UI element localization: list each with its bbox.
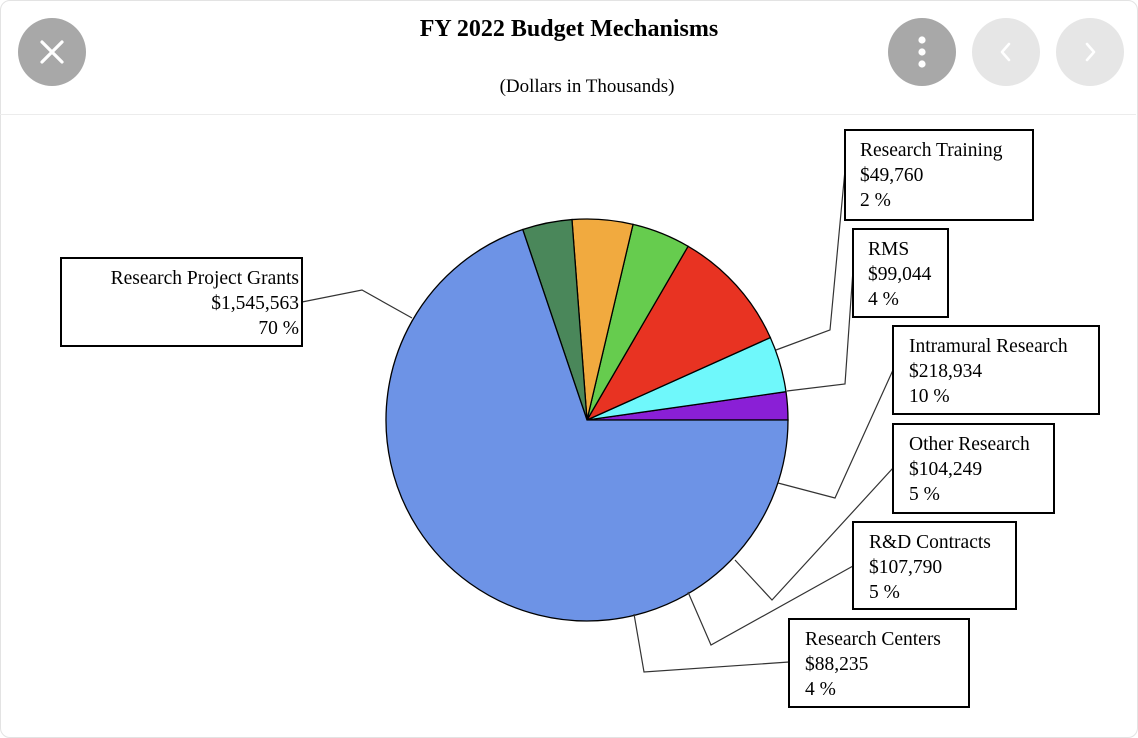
chevron-right-icon — [1085, 42, 1096, 62]
slice-value-label-r-d-contracts: $107,790 — [869, 557, 942, 578]
slice-percent-label-research-centers: 4 % — [805, 679, 836, 700]
slice-name-label-r-d-contracts: R&D Contracts — [869, 532, 991, 553]
label-box-research-training — [844, 129, 1034, 221]
slice-name-label-research-training: Research Training — [860, 140, 1003, 161]
label-box-research-centers — [788, 618, 970, 708]
viewer-divider — [0, 114, 1136, 115]
label-box-intramural-research — [892, 325, 1100, 415]
slice-percent-label-other-research: 5 % — [909, 484, 940, 505]
pie-slices — [385, 218, 789, 622]
more-vertical-icon — [918, 36, 926, 68]
leader-line-other-research — [734, 467, 894, 601]
slice-name-label-research-project-grants: Research Project Grants — [111, 268, 299, 289]
slice-name-label-other-research: Other Research — [909, 434, 1030, 455]
close-button[interactable] — [18, 18, 86, 86]
slice-name-label-intramural-research: Intramural Research — [909, 336, 1068, 357]
chevron-left-icon — [1000, 42, 1011, 62]
label-box-rms — [852, 228, 949, 318]
slice-name-label-research-centers: Research Centers — [805, 629, 941, 650]
chart-subtitle: (Dollars in Thousands) — [499, 76, 675, 97]
slice-name-label-rms: RMS — [868, 239, 909, 260]
slice-value-label-other-research: $104,249 — [909, 459, 982, 480]
slice-percent-label-intramural-research: 10 % — [909, 386, 950, 407]
pie-slice-intramural-research — [585, 245, 772, 422]
more-options-button[interactable] — [888, 18, 956, 86]
pie-slice-research-project-grants — [385, 228, 789, 622]
slice-value-label-intramural-research: $218,934 — [909, 361, 982, 382]
label-box-other-research — [892, 423, 1055, 514]
slice-percent-label-research-project-grants: 70 % — [258, 318, 299, 339]
chart-title: FY 2022 Budget Mechanisms — [419, 16, 719, 42]
leader-line-research-training — [775, 169, 846, 351]
next-button[interactable] — [1056, 18, 1124, 86]
slice-labels: Research Training $49,760 2 % RMS $99,044 4 %… — [60, 129, 1100, 708]
slice-percent-label-r-d-contracts: 5 % — [869, 582, 900, 603]
leader-line-rms — [786, 269, 854, 392]
leader-line-research-centers — [633, 613, 790, 673]
label-box-r-d-contracts — [852, 521, 1017, 610]
leader-line-research-project-grants — [301, 289, 413, 319]
slice-percent-label-research-training: 2 % — [860, 190, 891, 211]
slice-percent-label-rms: 4 % — [868, 289, 899, 310]
leader-lines — [301, 169, 894, 673]
leader-line-r-d-contracts — [687, 565, 854, 646]
slice-value-label-research-project-grants: $1,545,563 — [211, 293, 299, 314]
slice-value-label-rms: $99,044 — [868, 264, 932, 285]
label-box-research-project-grants — [60, 257, 303, 347]
previous-button[interactable] — [972, 18, 1040, 86]
slice-value-label-research-centers: $88,235 — [805, 654, 868, 675]
slice-value-label-research-training: $49,760 — [860, 165, 923, 186]
close-icon — [40, 40, 64, 64]
leader-line-intramural-research — [777, 369, 894, 499]
